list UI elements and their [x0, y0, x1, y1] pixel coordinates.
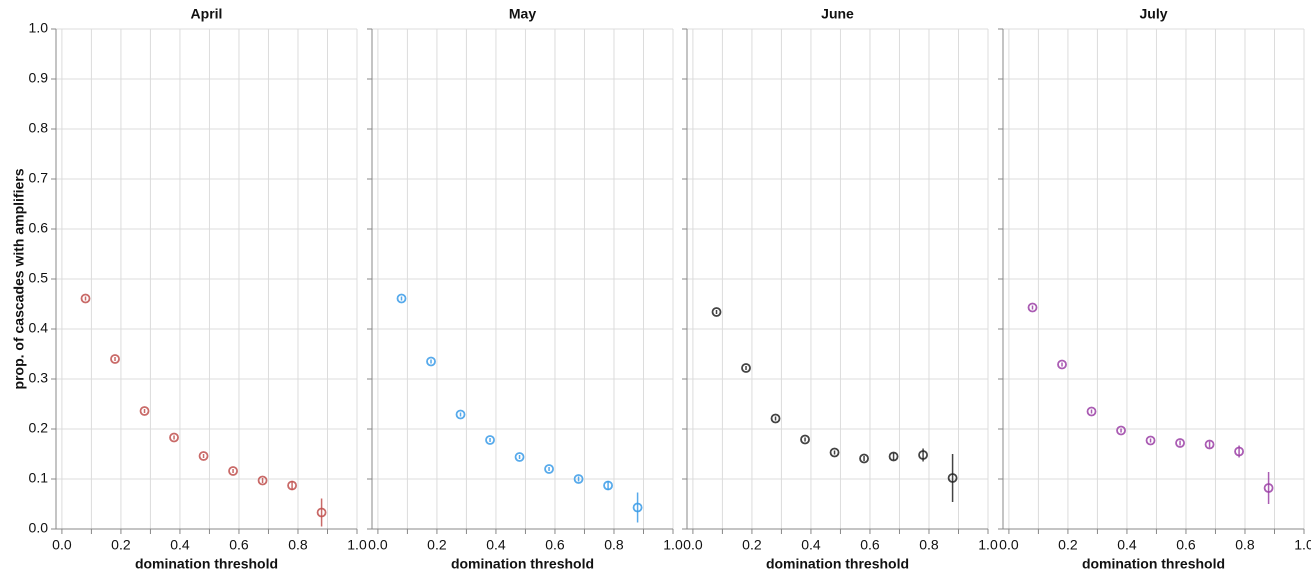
july-data-point: [1204, 439, 1215, 450]
may-data-point: [485, 435, 495, 445]
april-x-tick-label: 1.0: [347, 537, 367, 553]
y-tick-label: 0.3: [29, 370, 49, 386]
july-x-tick-label: 1.0: [1294, 537, 1311, 553]
may-x-axis-label: domination threshold: [451, 556, 594, 572]
june-x-tick-label: 0.8: [919, 537, 939, 553]
june-data-point: [800, 434, 810, 445]
july-data-point: [1175, 438, 1185, 448]
april-data-point: [169, 432, 179, 443]
july-data-point: [1086, 406, 1097, 417]
may-data-point: [603, 480, 613, 491]
axes-layer: [51, 28, 1305, 534]
july-x-tick-label: 0.4: [1117, 537, 1137, 553]
may-x-tick-label: 0.4: [486, 537, 506, 553]
july-x-tick-label: 0.6: [1176, 537, 1196, 553]
y-tick-label: 0.1: [29, 470, 49, 486]
june-data-point: [888, 451, 899, 462]
y-tick-label: 0.4: [29, 320, 49, 336]
may-panel-title: May: [509, 6, 536, 22]
april-data-point: [316, 507, 327, 518]
may-data-point: [426, 356, 436, 367]
april-panel-title: April: [191, 6, 223, 22]
y-tick-label: 0.5: [29, 270, 49, 286]
june-data-point: [770, 413, 781, 424]
june-data-point: [918, 450, 928, 460]
may-data-point: [573, 474, 584, 484]
y-axis-label: prop. of cascades with amplifiers: [11, 168, 27, 389]
y-tick-label: 0.2: [29, 420, 49, 436]
y-tick-label: 0.8: [29, 120, 49, 136]
april-x-tick-label: 0.0: [52, 537, 72, 553]
july-x-tick-label: 0.2: [1058, 537, 1078, 553]
april-data-point: [228, 466, 238, 476]
y-tick-label: 0.0: [29, 520, 49, 536]
april-data-point: [139, 406, 150, 416]
april-x-tick-label: 0.2: [111, 537, 131, 553]
may-data-point: [455, 409, 466, 420]
may-data-point: [632, 502, 643, 513]
april-x-tick-label: 0.6: [229, 537, 249, 553]
june-data-point: [829, 447, 840, 458]
may-x-tick-label: 0.2: [427, 537, 447, 553]
april-data-point: [80, 293, 91, 304]
july-data-point: [1057, 359, 1067, 370]
y-tick-label: 0.7: [29, 170, 49, 186]
july-data-point: [1234, 446, 1244, 457]
may-x-tick-label: 0.6: [545, 537, 565, 553]
may-x-tick-label: 0.0: [368, 537, 388, 553]
july-panel-title: July: [1139, 6, 1167, 22]
june-panel-title: June: [821, 6, 854, 22]
april-x-tick-label: 0.8: [288, 537, 308, 553]
june-data-point: [741, 363, 751, 373]
june-x-tick-label: 0.4: [801, 537, 821, 553]
may-data-point: [514, 452, 525, 462]
july-x-axis-label: domination threshold: [1082, 556, 1225, 572]
may-x-tick-label: 1.0: [663, 537, 683, 553]
april-data-point: [287, 480, 297, 491]
june-x-axis-label: domination threshold: [766, 556, 909, 572]
july-x-tick-label: 0.0: [999, 537, 1019, 553]
june-data-point: [859, 453, 869, 464]
y-tick-label: 0.6: [29, 220, 49, 236]
july-data-point: [1027, 302, 1038, 313]
june-data-point: [947, 473, 958, 483]
june-data-point: [711, 307, 722, 317]
july-data-point: [1145, 435, 1156, 446]
may-x-tick-label: 0.8: [604, 537, 624, 553]
grid-layer: [56, 28, 1305, 530]
y-tick-label: 1.0: [29, 20, 49, 36]
april-x-tick-label: 0.4: [170, 537, 190, 553]
april-data-point: [198, 451, 209, 461]
marks-layer: [80, 293, 1274, 527]
june-x-tick-label: 0.6: [860, 537, 880, 553]
june-x-tick-label: 0.2: [742, 537, 762, 553]
april-data-point: [257, 475, 268, 486]
july-data-point: [1263, 483, 1274, 493]
may-data-point: [544, 464, 554, 474]
text-layer: 0.00.10.20.30.40.50.60.70.80.91.00.0 0.2 0…: [29, 6, 1311, 572]
july-data-point: [1116, 425, 1126, 436]
july-x-tick-label: 0.8: [1235, 537, 1255, 553]
april-data-point: [110, 354, 120, 364]
april-x-axis-label: domination threshold: [135, 556, 278, 572]
y-tick-label: 0.9: [29, 70, 49, 86]
june-x-tick-label: 0.0: [683, 537, 703, 553]
june-x-tick-label: 1.0: [978, 537, 998, 553]
may-data-point: [396, 293, 407, 304]
